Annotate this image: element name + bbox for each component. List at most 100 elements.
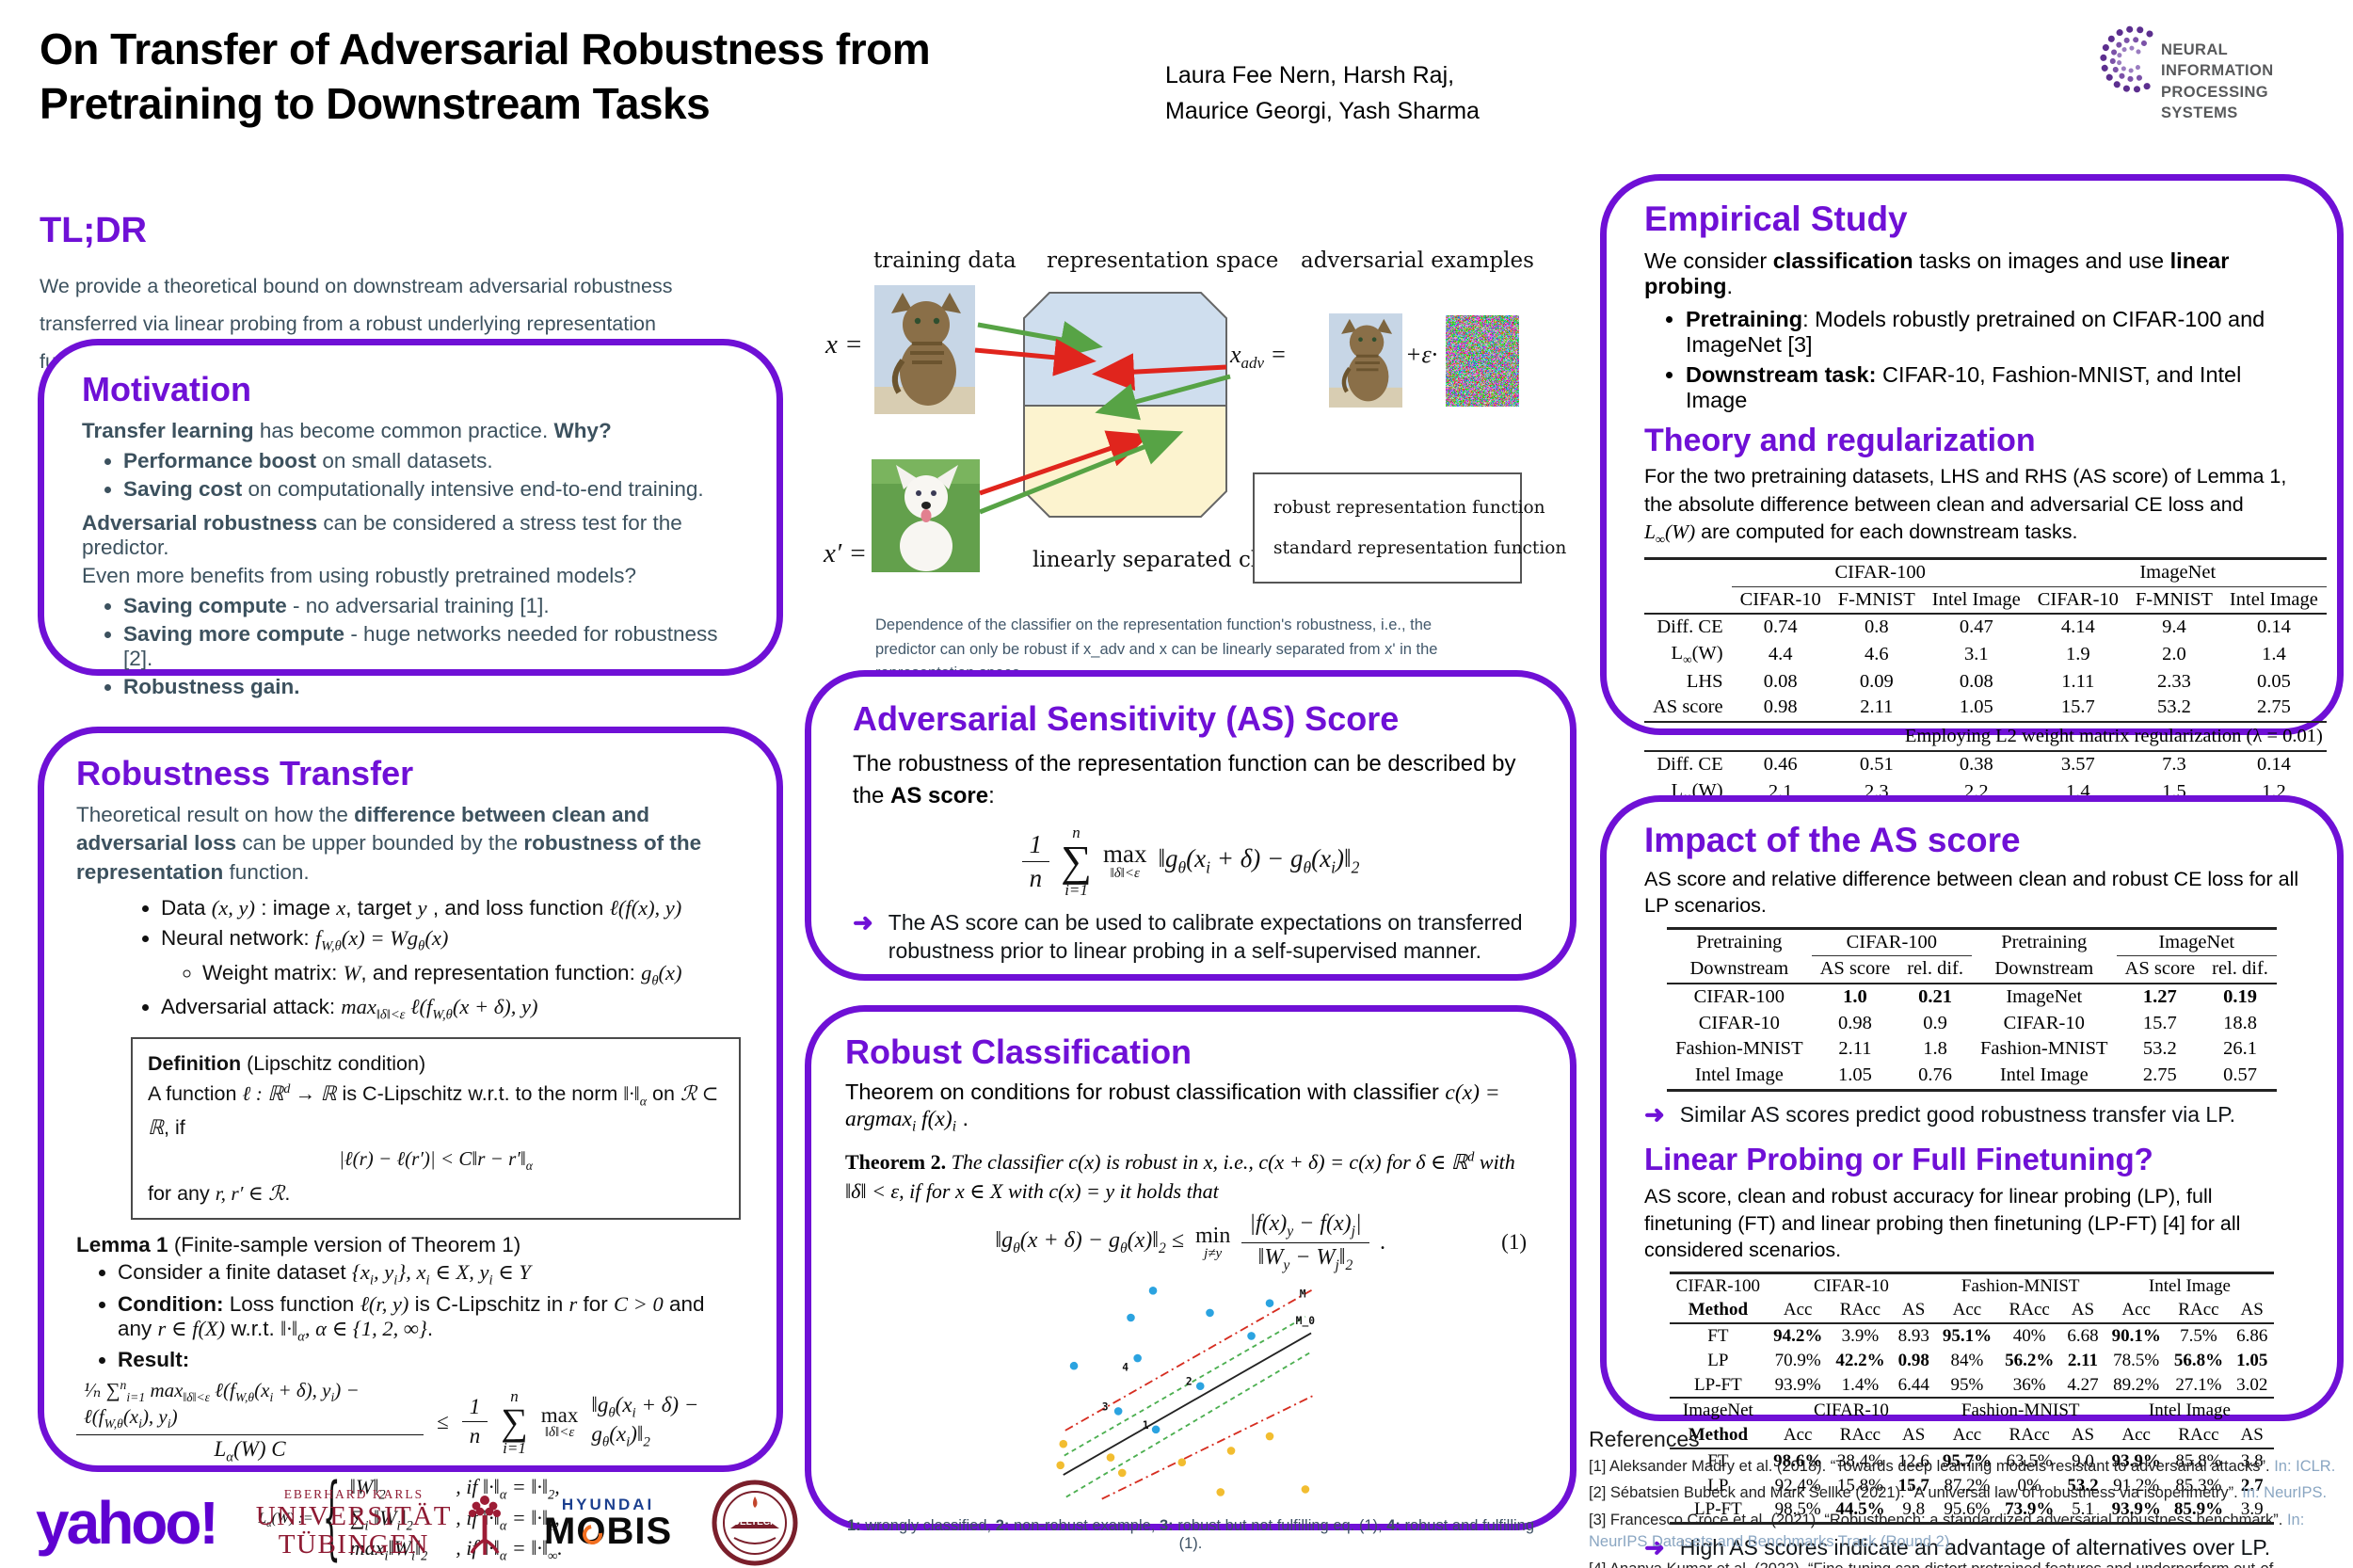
plus-epsilon-label: +ε· — [1405, 341, 1438, 368]
list-item: Data (x, y) : image x, target y , and lo… — [161, 896, 744, 920]
lemma-list: Consider a finite dataset {xi, yi}, xi ∈… — [76, 1260, 744, 1372]
empirical-heading: Empirical Study — [1644, 200, 1908, 238]
theory-reg-table: CIFAR-100 ImageNet CIFAR-10 F-MNIST Intel Im… — [1644, 556, 2327, 836]
list-item: Downstream task: CIFAR-10, Fashion-MNIST… — [1686, 362, 2299, 413]
cat-image — [874, 285, 975, 414]
takeaway-text: High AS scores indicate an advantage of … — [1679, 1535, 2271, 1560]
adversarial-cat-image — [1329, 313, 1402, 408]
reference-venue: In: NeurIPS. — [2242, 1484, 2328, 1502]
lemma-result-formula: ¹⁄ₙ ∑ni=1 max‖δ‖<ε ℓ(fW,θ(xi + δ), yi) −… — [76, 1378, 744, 1465]
equation-1: ‖gθ(x + δ) − gθ(x)‖2 ≤ min j≠y |f(x)y − … — [845, 1211, 1536, 1274]
reference-text: [4] Ananya Kumar et al. (2022). “Fine-tu… — [1589, 1560, 2279, 1568]
authors-line1: Laura Fee Nern, Harsh Raj, — [1165, 62, 1455, 88]
x-label: x = — [825, 329, 863, 360]
theory-reg-heading: Theory and regularization — [1644, 423, 2036, 458]
lemma-title: Lemma 1 (Finite-sample version of Theore… — [76, 1233, 521, 1257]
tuebingen-line-top: EBERHARD KARLS — [283, 1486, 424, 1501]
case-expr: maxi‖Wi‖2 — [349, 1536, 428, 1564]
motivation-line1: Transfer learning has become common prac… — [82, 419, 612, 442]
poster-title-line1: On Transfer of Adversarial Robustness fr… — [40, 24, 931, 73]
takeaway-text: Similar AS scores predict good robustnes… — [1679, 1101, 2235, 1127]
legend-row-standard: standard representation function — [1264, 538, 1566, 558]
list-item: Saving cost on computationally intensive… — [123, 477, 739, 502]
list-item: Saving compute - no adversarial training… — [123, 594, 739, 618]
case-cond: , if ‖·‖α = ‖·‖2, — [456, 1475, 560, 1503]
reference-item: [2] Sébatsien Bubeck and Mark Sellke (20… — [1589, 1482, 2347, 1504]
eq1-lhs: ‖gθ(x + δ) − gθ(x)‖2 ≤ — [995, 1228, 1184, 1256]
svg-text:1: 1 — [1143, 1419, 1149, 1432]
reference-item: [3] Francesco Croce et al. (2021). “Robu… — [1589, 1510, 2347, 1554]
poster-title-line2: Pretraining to Downstream Tasks — [40, 78, 711, 128]
tuebingen-logo: EBERHARD KARLS UNIVERSITÄT TÜBINGEN — [256, 1487, 504, 1560]
empirical-list: Pretraining: Models robustly pretrained … — [1644, 307, 2299, 413]
list-item: Pretraining: Models robustly pretrained … — [1686, 307, 2299, 358]
legend-label: robust representation function — [1273, 498, 1545, 519]
definition-formula: |ℓ(r) − ℓ(r′)| < C‖r − r′‖α — [339, 1147, 533, 1174]
case-cond: , if ‖·‖α = ‖·‖∞. — [456, 1536, 563, 1564]
equation-number: (1) — [1501, 1230, 1527, 1255]
lpft-table: CIFAR-100 CIFAR-10 Fashion-MNIST Intel Imag… — [1644, 1271, 2299, 1526]
robustness-transfer-sublist: Weight matrix: W, and representation fun… — [161, 961, 744, 990]
impact-table: Pretraining CIFAR-100 Pretraining ImageNet D… — [1644, 926, 2299, 1092]
list-item: Neural network: fW,θ(x) = Wgθ(x) — [161, 926, 744, 955]
concept-figure: training data representation space adver… — [805, 235, 1577, 681]
tuebingen-text: EBERHARD KARLS UNIVERSITÄT TÜBINGEN — [256, 1487, 452, 1560]
impact-desc: AS score and relative difference between… — [1644, 868, 2299, 918]
figure-legend: robust representation function standard … — [1253, 472, 1566, 584]
mobis-text: MOBIS — [544, 1512, 672, 1550]
cases-grid: ‖W‖2 , if ‖·‖α = ‖·‖2, ∑i ‖Wi‖2 , if ‖·‖… — [350, 1475, 563, 1564]
tldr-heading: TL;DR — [40, 211, 147, 250]
x-prime-label: x′ = — [824, 538, 868, 568]
robustness-transfer-list: Data (x, y) : image x, target y , and lo… — [76, 896, 744, 1024]
yahoo-logo: yahoo! — [36, 1489, 219, 1557]
list-item: Result: — [118, 1348, 744, 1372]
motivation-box: Motivation Transfer learning has become … — [38, 339, 783, 698]
definition-box: Definition (Lipschitz condition) A funct… — [131, 1036, 741, 1221]
noise-image — [1446, 315, 1519, 407]
eq1-fraction: |f(x)y − f(x)j| ‖Wy − Wj‖2 — [1241, 1211, 1369, 1274]
result-rhs-fraction: 1 n — [461, 1395, 488, 1448]
list-item: Adversarial attack: max‖δ‖<ε ℓ(fW,θ(x + … — [161, 995, 744, 1024]
theorem-label: Theorem 2. — [845, 1149, 947, 1174]
svg-text:M: M — [1300, 1288, 1306, 1300]
definition-line2: for any r, r′ ∈ ℛ. — [148, 1182, 291, 1206]
robust-classification-intro: Theorem on conditions for robust classif… — [845, 1080, 1500, 1135]
motivation-line2: Adversarial robustness can be considered… — [82, 511, 682, 559]
references-heading: References — [1589, 1427, 1700, 1451]
robust-classification-heading: Robust Classification — [845, 1032, 1193, 1071]
reference-venue: In: NeurIPS Datasets and Benchmarks Trac… — [1589, 1511, 2305, 1551]
neurips-logo: NEURAL INFORMATION PROCESSING SYSTEMS — [2088, 8, 2342, 121]
svg-text:2: 2 — [1186, 1375, 1193, 1387]
lpft-desc: AS score, clean and robust accuracy for … — [1644, 1185, 2241, 1262]
poster-title: On Transfer of Adversarial Robustness fr… — [40, 23, 1075, 132]
reference-text: [2] Sébatsien Bubeck and Mark Sellke (20… — [1589, 1484, 2243, 1502]
tuebingen-tree-icon — [468, 1496, 501, 1555]
reference-text: [1] Aleksander Madry et al. (2018). “Tow… — [1589, 1458, 2275, 1475]
result-lhs-fraction: ¹⁄ₙ ∑ni=1 max‖δ‖<ε ℓ(fW,θ(xi + δ), yi) −… — [76, 1378, 424, 1465]
neurips-text-line2: PROCESSING SYSTEMS — [2161, 83, 2269, 121]
as-max-operator: max ‖δ‖<ε — [1102, 840, 1147, 882]
margin-plot-wrap: 4 2 3 1 M M_0 — [845, 1278, 1536, 1513]
legend-row-robust: robust representation function — [1264, 498, 1545, 518]
references-section: References [1] Aleksander Madry et al. (… — [1589, 1427, 2347, 1568]
brace-glyph: { — [322, 1466, 341, 1568]
case-expr: ∑i ‖Wi‖2 — [349, 1505, 413, 1534]
hyundai-mobis-logo: HYUNDAI MOBIS — [544, 1496, 672, 1550]
theory-reg-desc: For the two pretraining datasets, LHS an… — [1644, 465, 2287, 548]
neurips-swoosh-icon — [2100, 25, 2153, 93]
theorem-2: Theorem 2. The classifier c(x) is robust… — [845, 1147, 1536, 1206]
result-body: ‖gθ(xi + δ) − gθ(xi)‖2 — [591, 1393, 699, 1450]
authors-line2: Maurice Georgi, Yash Sharma — [1165, 97, 1480, 124]
x-adv-label: xadv = — [1230, 341, 1287, 373]
tuebingen-line1: UNIVERSITÄT — [255, 1500, 452, 1531]
reference-item: [1] Aleksander Madry et al. (2018). “Tow… — [1589, 1456, 2347, 1478]
takeaway-arrow-icon: ➜ — [1644, 1099, 1665, 1128]
takeaway-arrow-icon: ➜ — [1644, 1533, 1665, 1562]
lemma-section: Lemma 1 (Finite-sample version of Theore… — [76, 1233, 744, 1372]
list-item: Consider a finite dataset {xi, yi}, xi ∈… — [118, 1260, 744, 1289]
neurips-logo-text: NEURAL INFORMATION PROCESSING SYSTEMS — [2161, 40, 2342, 123]
list-item: Robustness gain. — [123, 675, 739, 699]
as-sum-operator: n ∑ i=1 — [1061, 824, 1092, 899]
impact-box: Impact of the AS score AS score and rela… — [1600, 795, 2344, 1560]
hyundai-text: HYUNDAI — [561, 1495, 655, 1513]
